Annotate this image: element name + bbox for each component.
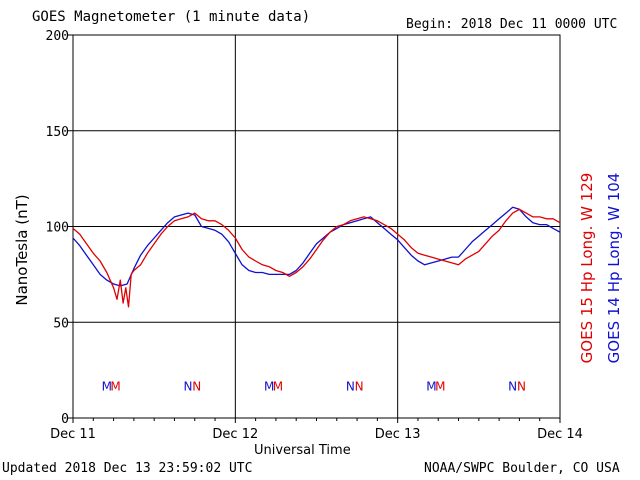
begin-time: Begin: 2018 Dec 11 0000 UTC (406, 17, 618, 32)
x-tick-label: Dec 13 (375, 427, 421, 442)
annotation-mark: N (508, 379, 517, 393)
legend-goes14: GOES 14 Hp Long. W 104 (605, 172, 623, 364)
y-tick-label: 100 (46, 221, 69, 236)
y-tick-label: 200 (46, 29, 69, 44)
y-tick-label: 150 (46, 125, 69, 140)
annotation-mark: M (264, 379, 274, 393)
updated-time: Updated 2018 Dec 13 23:59:02 UTC (2, 461, 253, 476)
series-line-goes14 (72, 206, 561, 287)
annotation-mark: N (346, 379, 355, 393)
credit-text: NOAA/SWPC Boulder, CO USA (424, 461, 620, 476)
annotation-mark: N (192, 379, 201, 393)
x-tick-label: Dec 12 (212, 427, 258, 442)
y-axis-label: NanoTesla (nT) (13, 194, 31, 306)
annotation-mark: M (273, 379, 283, 393)
chart-title: GOES Magnetometer (1 minute data) (32, 9, 311, 25)
x-tick-label: Dec 11 (50, 427, 96, 442)
annotation-mark: M (110, 379, 120, 393)
series-line-goes15 (72, 208, 561, 308)
annotation-mark: M (426, 379, 436, 393)
annotation-mark: M (435, 379, 445, 393)
legend-goes15: GOES 15 Hp Long. W 129 (578, 172, 596, 364)
x-tick-label: Dec 14 (537, 427, 583, 442)
annotation-mark: N (517, 379, 526, 393)
y-tick-label: 0 (61, 412, 69, 427)
y-tick-label: 50 (53, 316, 69, 331)
annotation-mark: M (102, 379, 112, 393)
annotation-mark: N (355, 379, 364, 393)
annotation-mark: N (183, 379, 192, 393)
x-axis-label: Universal Time (254, 443, 351, 458)
